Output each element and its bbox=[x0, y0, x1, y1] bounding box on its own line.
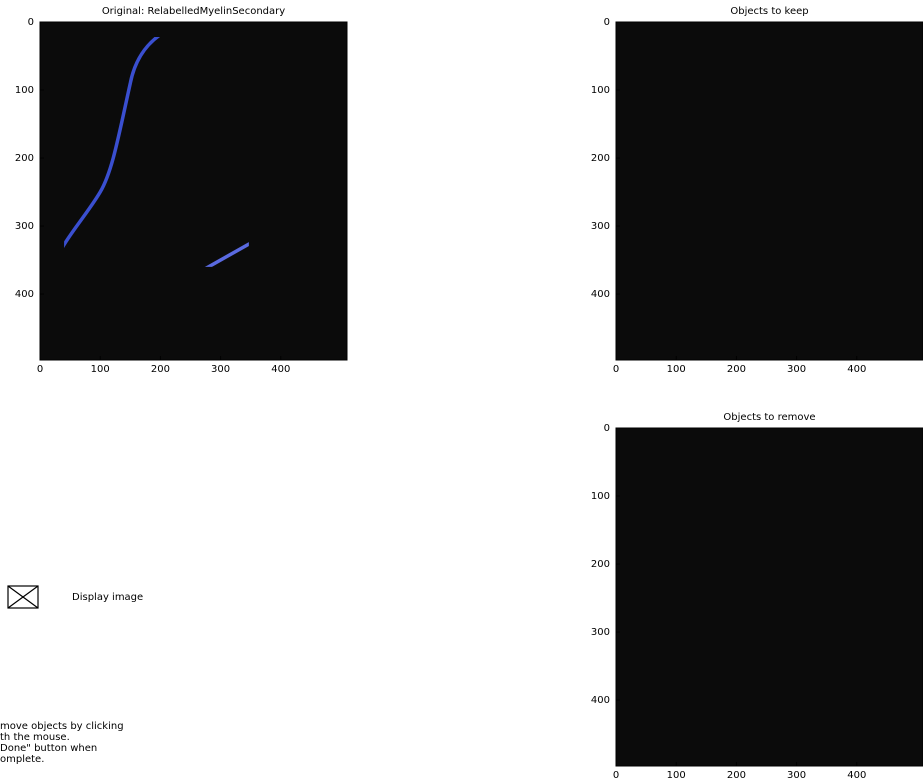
image-background bbox=[616, 22, 923, 360]
y-tick-label: 200 bbox=[15, 153, 34, 164]
x-tick-label: 0 bbox=[613, 770, 619, 781]
image-background bbox=[616, 428, 923, 766]
y-tick-label: 100 bbox=[591, 491, 610, 502]
y-tick-label: 300 bbox=[591, 221, 610, 232]
checkbox-label[interactable]: Display image bbox=[72, 592, 143, 603]
x-tick-label: 200 bbox=[727, 364, 746, 375]
y-tick-label: 400 bbox=[591, 695, 610, 706]
x-tick-label: 400 bbox=[847, 770, 866, 781]
x-tick-label: 100 bbox=[91, 364, 110, 375]
y-tick-label: 100 bbox=[15, 85, 34, 96]
x-tick-label: 0 bbox=[37, 364, 43, 375]
fiber-object bbox=[61, 25, 178, 249]
y-tick-label: 400 bbox=[591, 289, 610, 300]
x-tick-label: 300 bbox=[787, 364, 806, 375]
x-tick-label: 100 bbox=[667, 364, 686, 375]
instruction-line: move objects by clicking bbox=[0, 721, 124, 732]
y-tick-label: 300 bbox=[15, 221, 34, 232]
image-panel: Objects to remove 0 100 200 300 400 0 100 200 300… bbox=[591, 412, 923, 781]
panel-title: Objects to remove bbox=[723, 412, 815, 423]
x-tick-label: 400 bbox=[847, 364, 866, 375]
x-tick-label: 100 bbox=[667, 770, 686, 781]
y-tick-label: 400 bbox=[15, 289, 34, 300]
y-tick-label: 200 bbox=[591, 559, 610, 570]
fiber-object bbox=[197, 226, 281, 274]
instruction-line: Done" button when bbox=[0, 743, 97, 754]
x-tick-label: 200 bbox=[151, 364, 170, 375]
image-panel: Objects to keep 0 100 200 300 400 0 100 200 300 40… bbox=[591, 6, 923, 375]
instruction-line: th the mouse. bbox=[0, 732, 70, 743]
panel-title: Objects to keep bbox=[730, 6, 808, 17]
image-panel: Original: RelabelledMyelinSecondary 0 100 2… bbox=[15, 6, 348, 375]
x-tick-label: 300 bbox=[211, 364, 230, 375]
x-tick-label: 0 bbox=[613, 364, 619, 375]
y-tick-label: 300 bbox=[591, 627, 610, 638]
instruction-line: omplete. bbox=[0, 754, 44, 765]
image-frame bbox=[615, 21, 923, 361]
x-tick-label: 200 bbox=[727, 770, 746, 781]
display-image-checkbox[interactable] bbox=[7, 585, 39, 609]
checkbox-cross bbox=[7, 585, 39, 609]
y-tick-label: 100 bbox=[591, 85, 610, 96]
image-content bbox=[54, 25, 347, 340]
y-tick-label: 0 bbox=[604, 423, 610, 434]
y-tick-label: 0 bbox=[28, 17, 34, 28]
x-tick-label: 300 bbox=[787, 770, 806, 781]
panel-title: Original: RelabelledMyelinSecondary bbox=[102, 6, 285, 17]
image-frame bbox=[615, 427, 923, 767]
y-tick-label: 200 bbox=[591, 153, 610, 164]
y-tick-label: 0 bbox=[604, 17, 610, 28]
image-background bbox=[40, 22, 347, 360]
image-frame bbox=[39, 21, 348, 361]
instructions: move objects by clicking th the mouse. D… bbox=[0, 721, 124, 765]
x-tick-label: 400 bbox=[271, 364, 290, 375]
